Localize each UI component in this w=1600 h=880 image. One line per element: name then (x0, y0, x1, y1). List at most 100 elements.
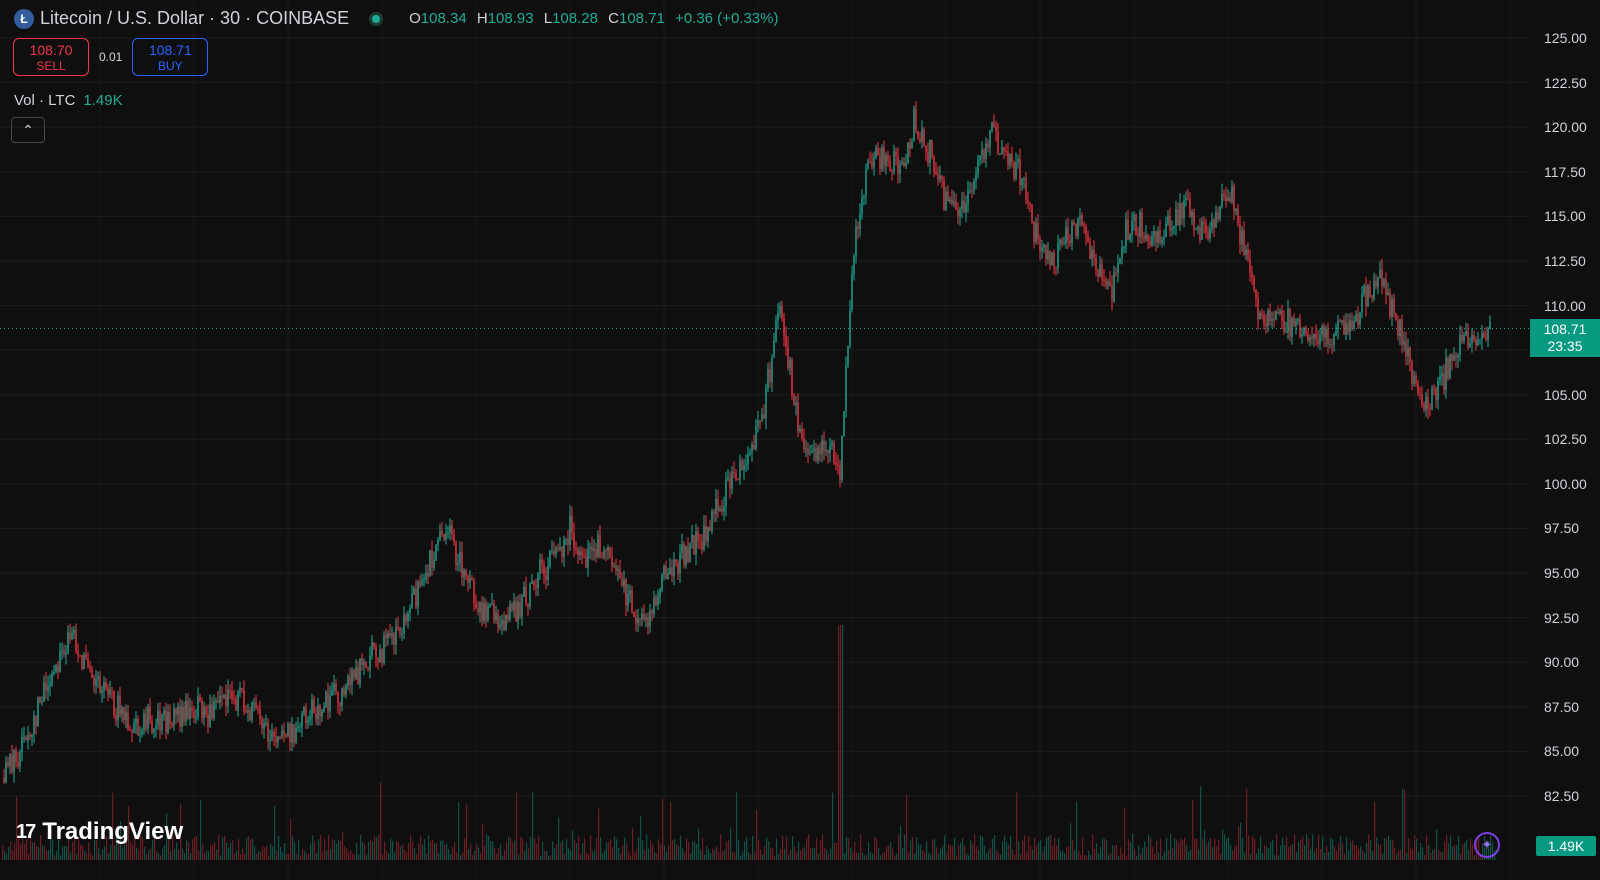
volume-bar (362, 842, 364, 860)
volume-bar (1132, 834, 1134, 860)
volume-bar (870, 852, 872, 860)
volume-bar (444, 844, 446, 860)
candle-body (737, 479, 739, 481)
price-axis[interactable]: 125.00 122.50 120.00 117.50 115.00 112.50 110.… (1530, 0, 1600, 880)
candle-body (1479, 339, 1481, 341)
volume-bar (668, 845, 670, 860)
sell-button[interactable]: 108.70 SELL (13, 38, 89, 76)
volume-bar (786, 836, 788, 860)
candle-body (497, 613, 499, 629)
volume-bar (1298, 841, 1300, 860)
volume-bar (1222, 829, 1224, 860)
volume-bar (796, 851, 798, 860)
candle-body (567, 539, 569, 546)
volume-bar (1394, 847, 1396, 860)
volume-bar (648, 848, 650, 860)
candle-body (71, 632, 73, 640)
candle-body (1313, 333, 1315, 339)
volume-legend[interactable]: Vol · LTC 1.49K (14, 92, 123, 109)
volume-bar (1318, 835, 1320, 860)
volume-bar (114, 845, 116, 860)
volume-bar (854, 841, 856, 860)
candle-body (963, 200, 965, 213)
candle-body (477, 608, 479, 613)
price-tick-label: 87.50 (1544, 698, 1580, 715)
volume-bar (354, 854, 356, 860)
volume-bar (1366, 842, 1368, 860)
candle-body (767, 369, 769, 389)
candle-body (145, 713, 147, 729)
sparkle-icon[interactable]: ✦ (1474, 832, 1500, 858)
volume-bar (1350, 841, 1352, 860)
volume-bar (964, 845, 966, 860)
buy-button[interactable]: 108.71 BUY (132, 38, 209, 76)
volume-bar (308, 853, 310, 860)
volume-bar (1228, 837, 1230, 860)
candle-body (821, 440, 823, 455)
candle-body (535, 586, 537, 588)
candle-body (147, 706, 149, 729)
volume-bar (1396, 854, 1398, 860)
volume-bar (942, 845, 944, 860)
candle-body (1355, 314, 1357, 321)
candle-body (79, 655, 81, 657)
volume-bar (1058, 838, 1060, 860)
volume-bar (774, 855, 776, 860)
candle-body (895, 151, 897, 157)
candle-body (377, 657, 379, 663)
volume-bar (504, 850, 506, 860)
volume-bar (140, 836, 142, 860)
candle-body (1173, 225, 1175, 229)
candle-body (1141, 212, 1143, 238)
candle-body (649, 610, 651, 627)
volume-bar (850, 847, 852, 860)
volume-bar (1272, 839, 1274, 860)
candle-body (1049, 251, 1051, 266)
candle-body (877, 147, 879, 156)
candle-body (1059, 239, 1061, 245)
candle-body (1073, 222, 1075, 225)
candle-body (1093, 249, 1095, 258)
volume-bar (742, 851, 744, 860)
volume-bar (754, 852, 756, 860)
candle-body (241, 687, 243, 690)
volume-bar (586, 852, 588, 860)
volume-bar (1262, 853, 1264, 860)
volume-bar (944, 835, 946, 860)
symbol-header: Ł Litecoin / U.S. Dollar · 30 · COINBASE… (14, 8, 778, 29)
candle-body (691, 535, 693, 543)
candle-body (1467, 331, 1469, 348)
candle-body (957, 209, 959, 217)
candle-body (1269, 309, 1271, 321)
volume-bar (788, 854, 790, 860)
volume-bar (266, 846, 268, 860)
candle-body (1219, 207, 1221, 219)
volume-bar (1182, 840, 1184, 860)
candle-body (1163, 237, 1165, 240)
volume-bar (396, 841, 398, 860)
volume-bar (1160, 838, 1162, 860)
candle-body (165, 710, 167, 733)
candle-body (1149, 241, 1151, 246)
candle-body (545, 575, 547, 581)
volume-bar (1212, 847, 1214, 860)
volume-bar (1028, 836, 1030, 860)
candle-body (11, 754, 13, 773)
collapse-legend-button[interactable]: ⌃ (11, 117, 45, 143)
candle-body (899, 164, 901, 175)
volume-bar (118, 842, 120, 860)
volume-bar (516, 792, 518, 860)
candle-body (1487, 328, 1489, 340)
volume-bar (1386, 839, 1388, 860)
candle-body (809, 452, 811, 454)
volume-bar (1090, 854, 1092, 860)
volume-bar (500, 844, 502, 860)
candle-body (953, 201, 955, 204)
candle-body (701, 541, 703, 550)
price-chart[interactable] (0, 0, 1530, 880)
symbol-title[interactable]: Litecoin / U.S. Dollar · 30 · COINBASE (40, 8, 350, 28)
candle-body (617, 569, 619, 571)
volume-bar (64, 845, 66, 860)
volume-bar (450, 853, 452, 860)
candle-body (1179, 203, 1181, 225)
